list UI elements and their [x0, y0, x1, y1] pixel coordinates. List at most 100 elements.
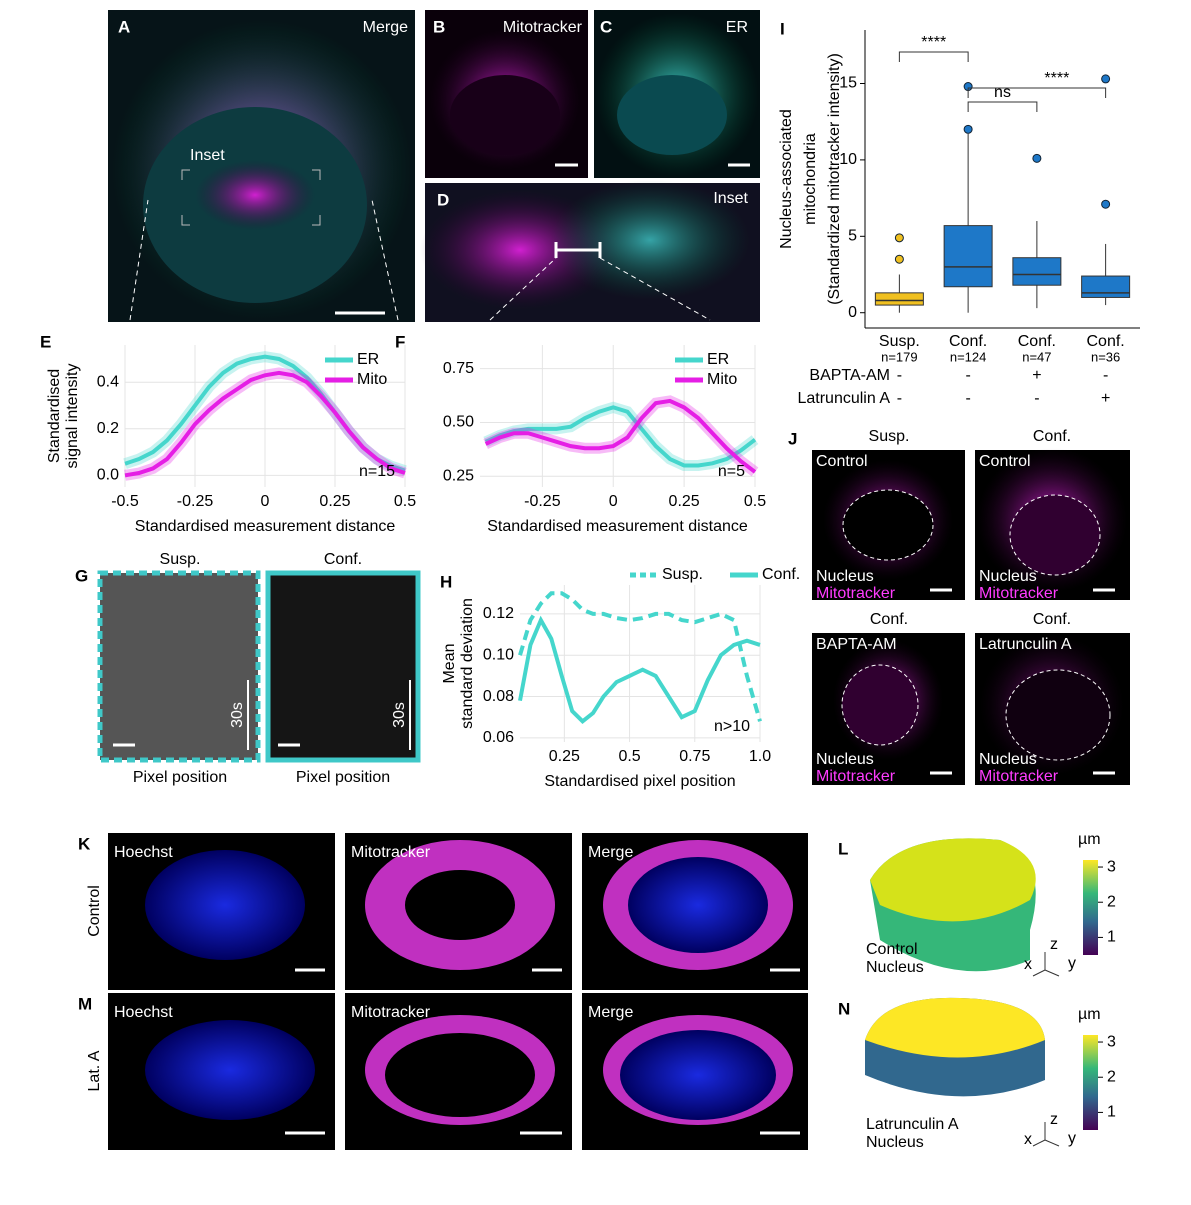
image-title: Conf. — [870, 611, 908, 628]
x-tick-label: 0.75 — [679, 748, 710, 765]
outlier — [894, 233, 904, 243]
colorbar-tick-label: 1 — [1107, 929, 1116, 946]
legend-label: Susp. — [662, 566, 703, 583]
colorbar-tick-label: 3 — [1107, 858, 1116, 875]
y-tick-label: 5 — [848, 228, 857, 245]
significance-label: ns — [994, 84, 1011, 101]
row-mark: - — [897, 367, 902, 384]
microscopy-images — [97, 10, 1130, 1150]
n-label: n=179 — [881, 349, 918, 364]
legend-label: ER — [707, 351, 729, 368]
colorbar — [1083, 860, 1098, 955]
x-tick-label: 0.25 — [669, 493, 700, 510]
box — [1012, 257, 1062, 286]
panel-label: H — [440, 572, 452, 591]
colorbar-tick-label: 2 — [1107, 893, 1116, 910]
y-tick-label: 0.4 — [97, 373, 119, 390]
nucleus-label: Nucleus — [816, 751, 874, 768]
image-title: Susp. — [869, 428, 910, 445]
panel-label: L — [838, 839, 848, 858]
y-axis-label: Standardised — [46, 369, 63, 463]
panel-label: F — [395, 332, 405, 351]
row-label: Latrunculin A — [797, 390, 890, 407]
x-axis-label: Pixel position — [296, 769, 390, 786]
x-tick-label: -0.25 — [177, 493, 214, 510]
y-tick-label: 0 — [848, 304, 857, 321]
x-tick-label: 0.25 — [319, 493, 350, 510]
box — [943, 225, 993, 288]
y-axis-label: signal intensity — [64, 364, 81, 469]
row-mark: - — [965, 390, 970, 407]
panel-label: G — [75, 566, 88, 585]
y-tick-label: 15 — [839, 75, 857, 92]
axis-glyph: y — [1068, 1130, 1076, 1147]
significance-label: **** — [1044, 70, 1069, 87]
row-label: BAPTA-AM — [809, 367, 890, 384]
series-line — [484, 405, 757, 468]
colorbar-unit: µm — [1078, 831, 1101, 848]
channel-label: Merge — [588, 844, 633, 861]
x-tick-label: Conf. — [949, 333, 987, 350]
y-axis-label: standard deviation — [459, 598, 476, 729]
legend-label: ER — [357, 351, 379, 368]
series-line — [518, 591, 762, 722]
x-axis-label: Standardised measurement distance — [135, 518, 396, 535]
row-label: Lat. A — [86, 1050, 103, 1091]
colorbar — [1083, 1035, 1098, 1130]
row-mark: - — [1103, 367, 1108, 384]
x-tick-label: 1.0 — [749, 748, 771, 765]
x-tick-label: 0 — [609, 493, 618, 510]
row-mark: + — [1032, 367, 1041, 384]
treatment-label: Control — [979, 453, 1031, 470]
x-tick-label: -0.25 — [524, 493, 561, 510]
y-tick-label: 0.75 — [443, 360, 474, 377]
stain-label: Mitotracker — [979, 768, 1059, 785]
annotation: n=5 — [718, 463, 745, 480]
treatment-label: Latrunculin A — [979, 636, 1072, 653]
row-label: Control — [86, 885, 103, 937]
significance-bracket — [898, 51, 969, 62]
x-tick-label: -0.5 — [111, 493, 139, 510]
row-mark: - — [1034, 390, 1039, 407]
colorbar-tick-label: 2 — [1107, 1068, 1116, 1085]
significance-bracket — [967, 101, 1038, 112]
y-axis-label: (Standardized mitotracker intensity) — [826, 53, 843, 305]
colorbar-tick-label: 3 — [1107, 1033, 1116, 1050]
stain-label: Mitotracker — [979, 585, 1059, 602]
nucleus-label: Nucleus — [979, 568, 1037, 585]
y-tick-label: 10 — [839, 151, 857, 168]
box — [874, 292, 924, 306]
caption: Control — [866, 941, 918, 958]
panel-label: A — [118, 17, 130, 36]
image-title: Susp. — [160, 551, 201, 568]
outlier — [894, 254, 904, 264]
image-title: Conf. — [324, 551, 362, 568]
x-axis-label: Standardised measurement distance — [487, 518, 748, 535]
axis-glyph: x — [1024, 1131, 1032, 1148]
y-tick-label: 0.08 — [483, 688, 514, 705]
colorbar-tick-label: 1 — [1107, 1104, 1116, 1121]
panel-label: N — [838, 999, 850, 1018]
scale-label: 30s — [229, 702, 246, 728]
series-line — [124, 370, 406, 478]
outlier — [1032, 153, 1042, 163]
y-axis-label: Nucleus-associated — [778, 109, 795, 249]
y-tick-label: 0.12 — [483, 605, 514, 622]
row-mark: - — [965, 367, 970, 384]
axis-glyph: x — [1024, 956, 1032, 973]
y-tick-label: 0.50 — [443, 414, 474, 431]
panel-label: I — [780, 19, 785, 38]
axis-glyph: z — [1050, 1111, 1058, 1128]
x-tick-label: Conf. — [1087, 333, 1125, 350]
y-tick-label: 0.06 — [483, 729, 514, 746]
panel-label: B — [433, 17, 445, 36]
caption: Latrunculin A — [866, 1116, 959, 1133]
row-mark: + — [1101, 390, 1110, 407]
channel-label: Merge — [588, 1004, 633, 1021]
x-tick-label: Susp. — [879, 333, 920, 350]
colorbar-unit: µm — [1078, 1006, 1101, 1023]
row-mark: - — [897, 390, 902, 407]
legend-label: Conf. — [762, 566, 800, 583]
stain-label: Mitotracker — [816, 585, 896, 602]
